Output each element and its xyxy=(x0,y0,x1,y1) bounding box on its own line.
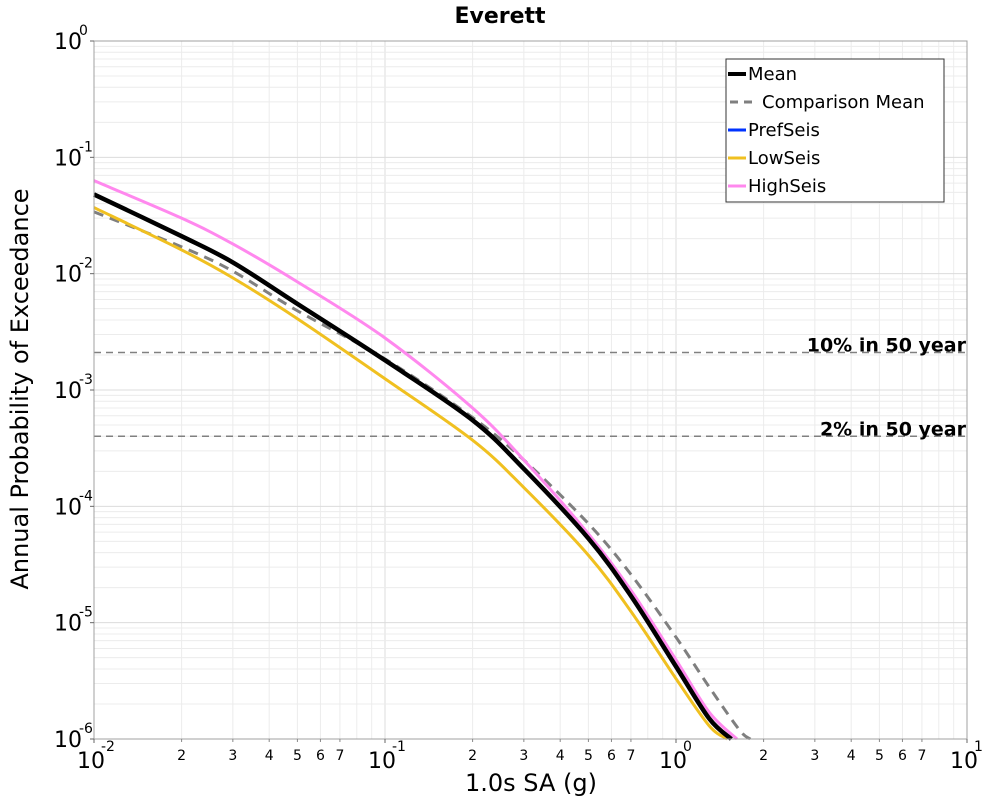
y-tick-label: 10 xyxy=(54,30,82,55)
x-minor-tick-label: 7 xyxy=(917,748,926,764)
y-tick-exponent: -2 xyxy=(79,256,93,272)
y-tick-exponent: -3 xyxy=(79,372,93,388)
y-axis-label: Annual Probability of Exceedance xyxy=(6,188,34,589)
x-minor-tick-label: 4 xyxy=(556,748,565,764)
x-minor-tick-label: 2 xyxy=(759,748,768,764)
y-tick-label: 10 xyxy=(54,495,82,520)
y-tick-exponent: -4 xyxy=(79,488,93,504)
x-minor-tick-label: 2 xyxy=(468,748,477,764)
x-minor-tick-label: 3 xyxy=(810,748,819,764)
legend-label-comparison-mean: Comparison Mean xyxy=(762,92,925,113)
x-minor-tick-label: 5 xyxy=(584,748,593,764)
x-axis-label: 1.0s SA (g) xyxy=(465,769,597,797)
legend-label-mean: Mean xyxy=(748,64,797,85)
series-line-comparison-mean xyxy=(93,210,752,741)
x-tick-exponent: 0 xyxy=(683,739,692,755)
y-tick-exponent: 0 xyxy=(79,23,88,39)
series-lines xyxy=(93,179,752,741)
x-minor-tick-label: 7 xyxy=(626,748,635,764)
y-tick-exponent: -1 xyxy=(79,139,93,155)
x-minor-tick-label: 6 xyxy=(607,748,616,764)
x-tick-label: 10 xyxy=(950,749,978,774)
series-line-mean xyxy=(93,192,733,741)
x-tick-label: 10 xyxy=(659,749,687,774)
y-tick-label: 10 xyxy=(54,263,82,288)
x-tick-exponent: -1 xyxy=(392,739,406,755)
x-minor-tick-label: 2 xyxy=(177,748,186,764)
y-tick-label: 10 xyxy=(54,612,82,637)
y-tick-exponent: -6 xyxy=(79,721,93,737)
x-minor-tick-label: 4 xyxy=(847,748,856,764)
grid xyxy=(93,41,967,740)
y-tick-label: 10 xyxy=(54,146,82,171)
x-tick-exponent: -2 xyxy=(101,739,115,755)
x-minor-tick-label: 4 xyxy=(265,748,274,764)
x-tick-exponent: 1 xyxy=(974,739,983,755)
y-tick-label: 10 xyxy=(54,379,82,404)
x-minor-tick-label: 6 xyxy=(898,748,907,764)
x-minor-tick-label: 6 xyxy=(316,748,325,764)
series-line-lowseis xyxy=(93,206,729,741)
legend: Mean Comparison Mean PrefSeis LowSeis HighSe… xyxy=(725,58,945,203)
x-minor-tick-label: 3 xyxy=(519,748,528,764)
legend-label-prefseis: PrefSeis xyxy=(748,120,820,141)
y-tick-label: 10 xyxy=(54,728,82,753)
chart-title: Everett xyxy=(454,4,546,29)
x-minor-tick-label: 5 xyxy=(293,748,302,764)
x-minor-tick-label: 7 xyxy=(335,748,344,764)
series-line-highseis xyxy=(93,179,739,741)
x-minor-tick-label: 5 xyxy=(875,748,884,764)
legend-box xyxy=(725,58,945,203)
legend-label-highseis: HighSeis xyxy=(748,176,826,197)
x-tick-label: 10 xyxy=(77,749,105,774)
x-tick-label: 10 xyxy=(368,749,396,774)
reference-line-label: 2% in 50 year xyxy=(820,418,967,440)
y-tick-exponent: -5 xyxy=(79,605,93,621)
x-minor-tick-label: 3 xyxy=(228,748,237,764)
reference-lines: 10% in 50 year 2% in 50 year xyxy=(94,335,967,440)
reference-line-label: 10% in 50 year xyxy=(807,335,967,357)
legend-label-lowseis: LowSeis xyxy=(748,148,820,169)
